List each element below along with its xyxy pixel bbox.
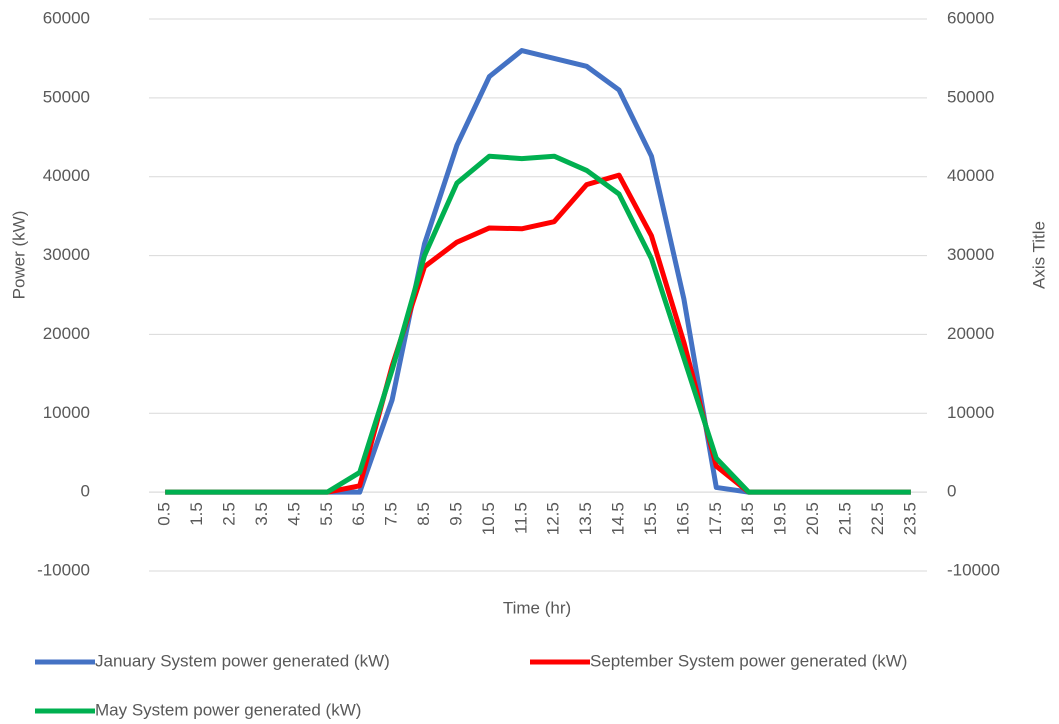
legend-label: May System power generated (kW) bbox=[95, 700, 361, 719]
y2-tick-label: 50000 bbox=[947, 87, 994, 106]
y-tick-label: 0 bbox=[81, 482, 90, 501]
y-tick-label: 60000 bbox=[43, 8, 90, 27]
y2-tick-label: 60000 bbox=[947, 8, 994, 27]
x-tick-label: 16.5 bbox=[673, 502, 692, 535]
x-tick-label: 6.5 bbox=[349, 502, 368, 526]
x-tick-label: 7.5 bbox=[382, 502, 401, 526]
series-line bbox=[165, 153, 911, 495]
x-tick-label: 13.5 bbox=[576, 502, 595, 535]
x-tick-label: 23.5 bbox=[900, 502, 919, 535]
y-tick-label: 20000 bbox=[43, 324, 90, 343]
legend-label: September System power generated (kW) bbox=[590, 651, 907, 670]
y2-tick-label: 20000 bbox=[947, 324, 994, 343]
x-axis-title: Time (hr) bbox=[503, 598, 571, 617]
x-tick-label: 11.5 bbox=[511, 502, 530, 534]
series-line bbox=[165, 48, 911, 495]
x-tick-label: 15.5 bbox=[641, 502, 660, 535]
x-tick-label: 10.5 bbox=[479, 502, 498, 535]
x-tick-label: 17.5 bbox=[706, 502, 725, 535]
x-tick-label: 9.5 bbox=[446, 502, 465, 526]
x-tick-label: 8.5 bbox=[414, 502, 433, 526]
y-tick-label: -10000 bbox=[37, 560, 90, 579]
y-tick-label: 40000 bbox=[43, 166, 90, 185]
y-tick-label: 10000 bbox=[43, 403, 90, 422]
y-tick-label: 50000 bbox=[43, 87, 90, 106]
y2-axis-title: Axis Title bbox=[1029, 221, 1048, 289]
x-tick-label: 1.5 bbox=[187, 502, 206, 526]
x-tick-label: 12.5 bbox=[544, 502, 563, 535]
x-tick-label: 19.5 bbox=[771, 502, 790, 535]
x-tick-label: 18.5 bbox=[738, 502, 757, 535]
legend-label: January System power generated (kW) bbox=[95, 651, 390, 670]
y2-tick-label: 30000 bbox=[947, 245, 994, 264]
x-tick-label: 21.5 bbox=[835, 502, 854, 535]
x-tick-label: 5.5 bbox=[317, 502, 336, 526]
x-tick-label: 22.5 bbox=[868, 502, 887, 535]
y2-tick-label: 0 bbox=[947, 482, 956, 501]
series-line bbox=[165, 172, 911, 495]
x-tick-label: 20.5 bbox=[803, 502, 822, 535]
x-tick-label: 2.5 bbox=[220, 502, 239, 526]
y2-tick-label: -10000 bbox=[947, 560, 1000, 579]
y-axis-title: Power (kW) bbox=[9, 211, 28, 300]
x-tick-label: 4.5 bbox=[284, 502, 303, 526]
x-tick-label: 14.5 bbox=[609, 502, 628, 535]
y-tick-label: 30000 bbox=[43, 245, 90, 264]
y2-tick-label: 40000 bbox=[947, 166, 994, 185]
y2-tick-label: 10000 bbox=[947, 403, 994, 422]
x-tick-label: 3.5 bbox=[252, 502, 271, 526]
x-tick-label: 0.5 bbox=[155, 502, 174, 526]
